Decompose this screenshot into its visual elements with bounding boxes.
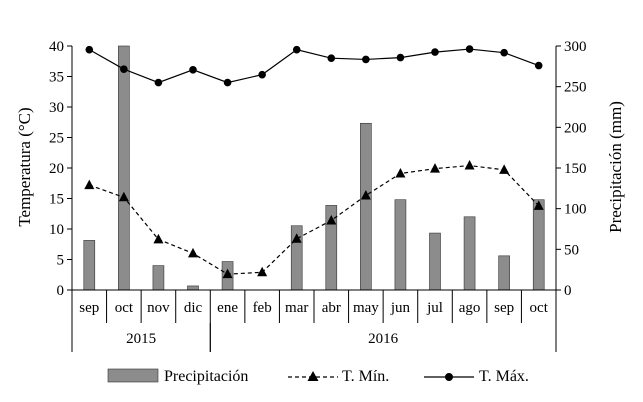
- tmin-point: [499, 164, 510, 174]
- tmin-point: [360, 189, 371, 200]
- precipitation-bar: [532, 199, 545, 291]
- precipitation-bar: [187, 285, 199, 291]
- left-tick-label: 15: [49, 192, 64, 208]
- legend-tmin-marker: [307, 371, 319, 381]
- axes: [67, 45, 561, 352]
- tmin-point: [326, 214, 337, 225]
- tmax-point: [534, 61, 543, 70]
- right-tick-label: 0: [564, 283, 572, 299]
- tmax-point: [189, 65, 197, 74]
- tmin-point: [464, 160, 475, 170]
- left-tick-label: 10: [49, 222, 64, 238]
- tmin-point: [222, 268, 233, 279]
- legend: Precipitación T. Mín. T. Máx.: [107, 368, 529, 385]
- left-tick-label: 30: [49, 100, 64, 116]
- tmin-point: [430, 163, 440, 173]
- tmax-point: [362, 55, 370, 64]
- legend-precipitation-swatch: [107, 368, 159, 383]
- precipitation-bar: [394, 199, 407, 291]
- tmax-point: [85, 45, 94, 54]
- tmin-point: [395, 167, 406, 178]
- year-label: 2015: [126, 331, 156, 347]
- tmin-point: [118, 191, 129, 202]
- tmax-point: [154, 78, 163, 87]
- category-label: oct: [115, 300, 134, 316]
- tmax-point: [500, 48, 508, 57]
- precipitation-bar: [152, 265, 165, 291]
- right-tick-label: 250: [564, 80, 587, 96]
- left-tick-label: 40: [49, 39, 64, 55]
- tmax-point: [327, 54, 336, 62]
- tmax-point: [120, 65, 128, 73]
- precipitation-bar: [463, 216, 476, 291]
- category-label: dic: [184, 300, 203, 316]
- category-label: jun: [390, 300, 411, 316]
- right-tick-label: 300: [564, 39, 587, 55]
- year-label: 2016: [368, 331, 399, 347]
- tmax-line: [88, 48, 539, 84]
- category-label: abr: [322, 300, 341, 316]
- left-tick-label: 25: [49, 131, 64, 147]
- tmax-point: [292, 45, 301, 54]
- legend-tmin-label: T. Mín.: [342, 368, 389, 385]
- category-label: ene: [217, 300, 238, 316]
- category-label: feb: [253, 300, 272, 316]
- tmax-point: [223, 78, 232, 87]
- category-label: jul: [426, 300, 443, 316]
- left-tick-label: 20: [49, 161, 64, 177]
- tmin-point: [153, 233, 164, 244]
- legend-tmax-label: T. Máx.: [479, 368, 529, 385]
- right-tick-label: 100: [564, 202, 587, 218]
- precipitation-bar: [83, 240, 96, 291]
- tmax-point: [465, 45, 474, 53]
- precipitation-bars: [83, 45, 545, 291]
- right-tick-label: 200: [564, 120, 587, 136]
- tmin-point: [188, 247, 198, 258]
- precipitation-bar: [498, 255, 510, 291]
- precipitation-bar: [429, 232, 441, 291]
- category-label: sep: [494, 300, 514, 316]
- right-axis-title: Precipitación (mm): [606, 101, 625, 233]
- legend-precipitation-label: Precipitación: [164, 368, 248, 385]
- category-label: sep: [79, 300, 99, 316]
- tmax-point: [431, 48, 439, 56]
- category-label: ago: [459, 300, 481, 316]
- category-label: nov: [147, 300, 170, 316]
- tmin-point: [257, 266, 268, 277]
- precipitation-bar: [118, 45, 130, 291]
- category-label: may: [353, 300, 379, 316]
- tmin-point: [533, 200, 544, 210]
- tmax-point: [396, 53, 405, 62]
- right-tick-label: 50: [564, 242, 579, 258]
- left-tick-label: 35: [49, 70, 64, 86]
- tmin-point: [291, 233, 302, 243]
- right-tick-label: 150: [564, 161, 587, 177]
- left-axis-title: Temperatura (°C): [15, 107, 34, 226]
- legend-tmax-marker: [445, 373, 453, 381]
- category-label: oct: [530, 300, 549, 316]
- left-tick-label: 5: [57, 253, 65, 269]
- precipitation-bar: [360, 122, 372, 291]
- category-label: mar: [285, 300, 308, 316]
- temperature-lines: [84, 45, 544, 279]
- tmax-point: [258, 70, 266, 79]
- tmin-point: [84, 179, 95, 190]
- left-tick-label: 0: [57, 283, 65, 299]
